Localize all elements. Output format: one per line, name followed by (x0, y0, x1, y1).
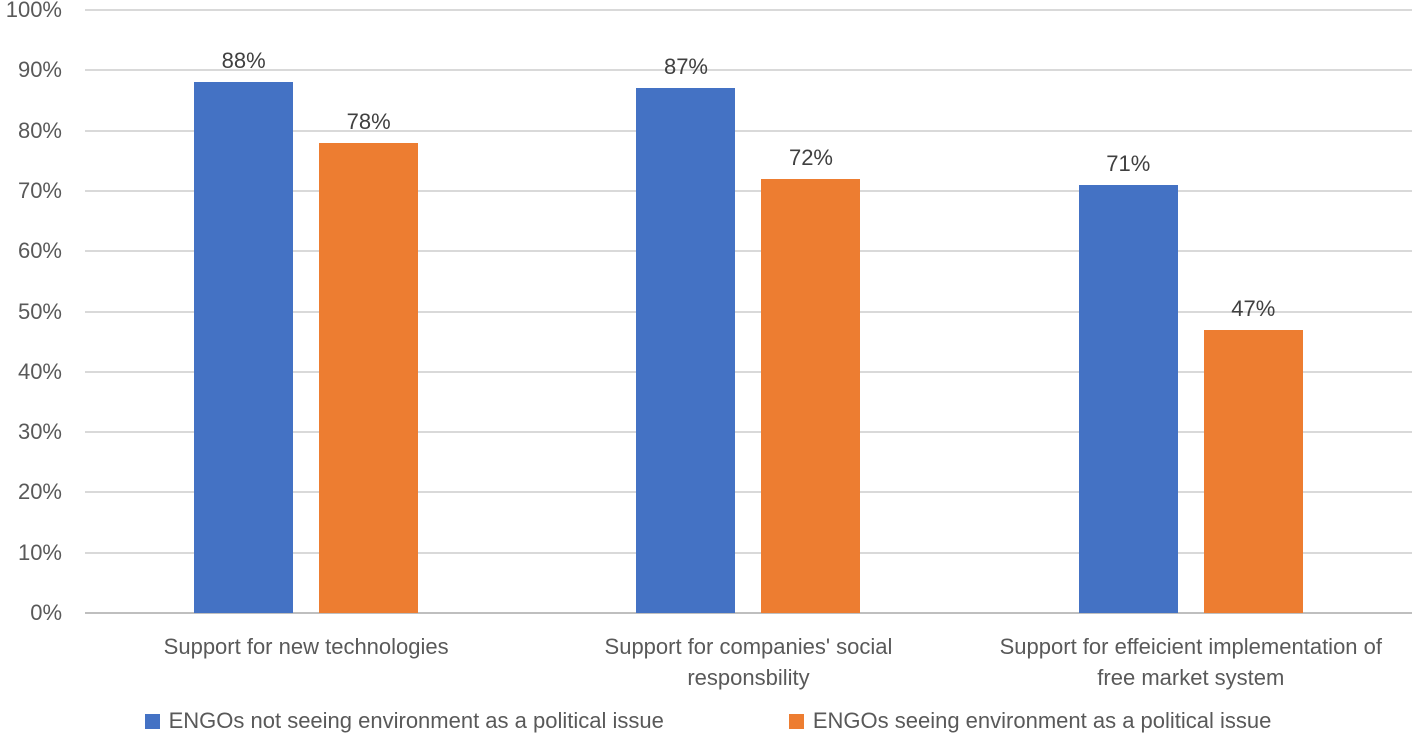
bar-group: 88% 78% (85, 10, 527, 613)
data-label: 47% (1231, 295, 1276, 321)
bars-layer: 88% 78% 87% 72% 71% 47% (85, 10, 1412, 613)
gridline (85, 491, 1412, 494)
data-label: 88% (221, 48, 266, 74)
bar-series-1-category-1: 72% (761, 145, 861, 613)
gridline (85, 310, 1412, 313)
gridline (85, 551, 1412, 554)
category-label: Support for companies' social responsbil… (604, 634, 893, 690)
legend: ENGOs not seeing environment as a politi… (0, 708, 1416, 734)
y-tick-label: 60% (17, 238, 62, 264)
gridline (85, 431, 1412, 434)
data-label: 87% (663, 54, 709, 80)
data-label: 71% (1106, 150, 1151, 176)
gridline (85, 69, 1412, 72)
bar-series-1-category-0: 78% (319, 109, 419, 613)
bar-group: 71% 47% (970, 10, 1412, 613)
gridline (85, 129, 1412, 132)
y-tick-label: 40% (17, 358, 62, 384)
data-label: 78% (346, 108, 391, 134)
legend-swatch-icon (788, 713, 804, 729)
gridline (85, 9, 1412, 11)
bar-group: 87% 72% (527, 10, 969, 613)
y-tick-label: 80% (17, 117, 62, 143)
y-tick-label: 50% (17, 298, 62, 324)
bar-series-0-category-1: 87% (636, 54, 736, 613)
y-tick-label: 70% (17, 177, 62, 203)
bar-series-0-category-2: 71% (1078, 151, 1178, 613)
legend-item: ENGOs not seeing environment as a politi… (144, 708, 664, 734)
legend-swatch-icon (144, 713, 160, 729)
x-axis-line (85, 612, 1412, 614)
y-tick-label: 100% (5, 0, 62, 22)
gridlines-layer (85, 9, 1412, 614)
y-tick-label: 90% (17, 57, 62, 83)
bar-series-0-category-0: 88% (194, 48, 294, 613)
gridline (85, 250, 1412, 253)
gridline (85, 370, 1412, 373)
category-label: Support for new technologies (163, 634, 449, 659)
y-tick-label: 20% (17, 479, 62, 505)
category-label: Support for effeicient implementation of… (999, 634, 1382, 690)
data-label: 72% (788, 144, 834, 170)
legend-label: ENGOs not seeing environment as a politi… (168, 708, 664, 733)
y-tick-label: 30% (17, 419, 62, 445)
legend-label: ENGOs seeing environment as a political … (812, 708, 1272, 733)
bar-series-1-category-2: 47% (1203, 296, 1303, 613)
y-tick-label: 10% (17, 539, 62, 565)
y-tick-label: 0% (30, 600, 62, 625)
plot-area: 88% 78% 87% 72% 71% 47% (85, 9, 1412, 614)
gridline (85, 189, 1412, 192)
legend-item: ENGOs seeing environment as a political … (788, 708, 1272, 734)
